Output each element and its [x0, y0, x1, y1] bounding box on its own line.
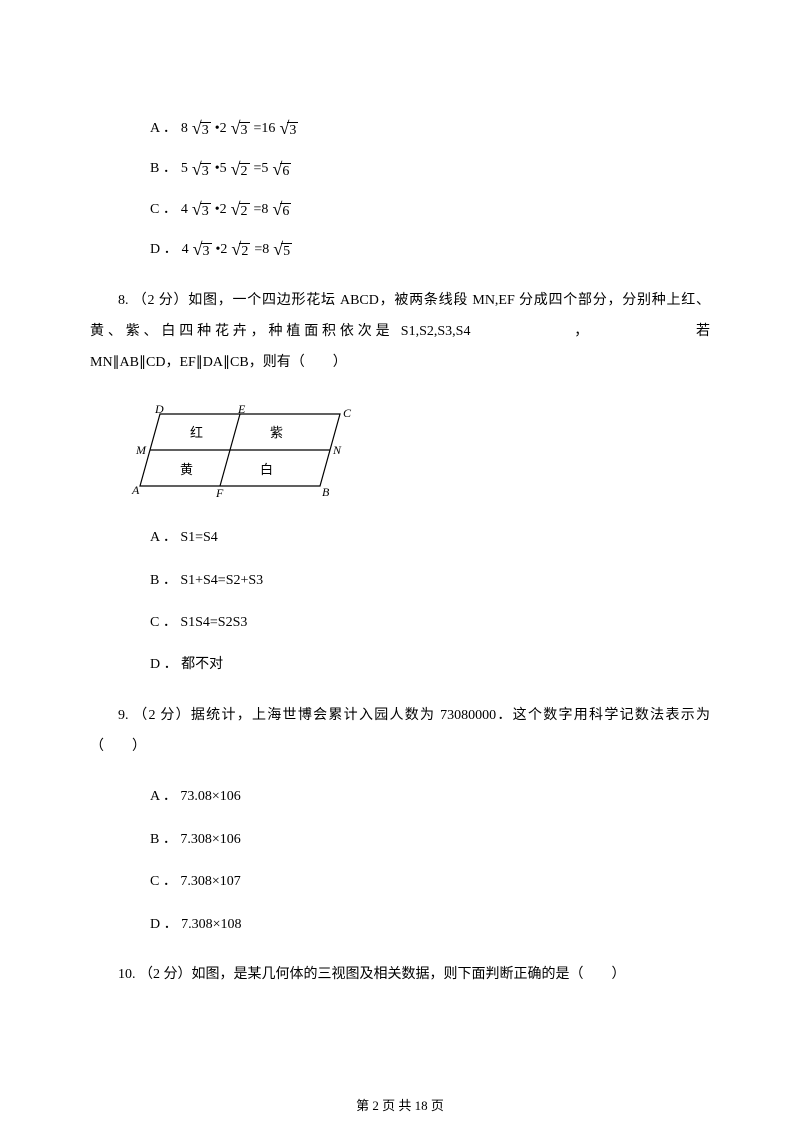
q8-text: 8. （2 分）如图，一个四边形花坛 ABCD，被两条线段 MN,EF 分成四个…	[90, 286, 710, 380]
sqrt-icon: √3	[192, 200, 211, 220]
q9-text: 9. （2 分）据统计，上海世博会累计入园人数为 73080000．这个数字用科…	[90, 701, 710, 763]
sqrt-icon: √2	[231, 160, 250, 180]
q8-option-d: D ． 都不对	[150, 654, 710, 676]
sqrt-icon: √6	[272, 160, 291, 180]
q10-text: 10. （2 分）如图，是某几何体的三视图及相关数据，则下面判断正确的是（ ）	[90, 960, 710, 991]
svg-text:C: C	[343, 406, 352, 420]
opt-label: C ．	[150, 199, 177, 221]
q8-option-b: B ． S1+S4=S2+S3	[150, 570, 710, 592]
svg-text:D: D	[154, 404, 164, 416]
page-content: A ． 8 √3 •2 √3 =16 √3 B ． 5 √3 •5 √2 =5 …	[0, 0, 800, 1055]
svg-text:白: 白	[260, 462, 273, 477]
sqrt-icon: √2	[231, 200, 250, 220]
svg-text:B: B	[322, 485, 330, 499]
q7-option-b: B ． 5 √3 •5 √2 =5 √6	[150, 158, 710, 180]
sqrt-icon: √6	[272, 200, 291, 220]
page-footer: 第 2 页 共 18 页	[0, 1095, 800, 1114]
opt-label: A ．	[150, 118, 177, 140]
q8-option-a: A ． S1=S4	[150, 527, 710, 549]
q9-option-a: A ． 73.08×106	[150, 786, 710, 808]
sqrt-icon: √3	[193, 240, 212, 260]
sqrt-icon: √3	[279, 119, 298, 139]
q8-figure: D E C M N A F B 红 紫 黄 白	[130, 404, 710, 507]
q9-option-c: C ． 7.308×107	[150, 871, 710, 893]
q9-option-b: B ． 7.308×106	[150, 829, 710, 851]
svg-text:E: E	[237, 404, 246, 416]
sqrt-icon: √5	[273, 240, 292, 260]
q9-option-d: D ． 7.308×108	[150, 914, 710, 936]
svg-text:黄: 黄	[180, 462, 193, 477]
svg-text:M: M	[135, 443, 147, 457]
svg-text:红: 红	[190, 425, 203, 440]
svg-text:紫: 紫	[270, 425, 283, 440]
svg-text:A: A	[131, 483, 140, 497]
sqrt-icon: √3	[192, 160, 211, 180]
sqrt-icon: √3	[231, 119, 250, 139]
q7-option-c: C ． 4 √3 •2 √2 =8 √6	[150, 199, 710, 221]
svg-text:N: N	[332, 443, 342, 457]
q8-option-c: C ． S1S4=S2S3	[150, 612, 710, 634]
q7-option-d: D ． 4 √3 •2 √2 =8 √5	[150, 239, 710, 261]
opt-label: B ．	[150, 158, 177, 180]
opt-label: D ．	[150, 239, 178, 261]
q8-options: A ． S1=S4 B ． S1+S4=S2+S3 C ． S1S4=S2S3 …	[150, 527, 710, 677]
q9-options: A ． 73.08×106 B ． 7.308×106 C ． 7.308×10…	[150, 786, 710, 936]
sqrt-icon: √2	[231, 240, 250, 260]
sqrt-icon: √3	[192, 119, 211, 139]
svg-text:F: F	[215, 486, 224, 499]
q7-option-a: A ． 8 √3 •2 √3 =16 √3	[150, 118, 710, 140]
